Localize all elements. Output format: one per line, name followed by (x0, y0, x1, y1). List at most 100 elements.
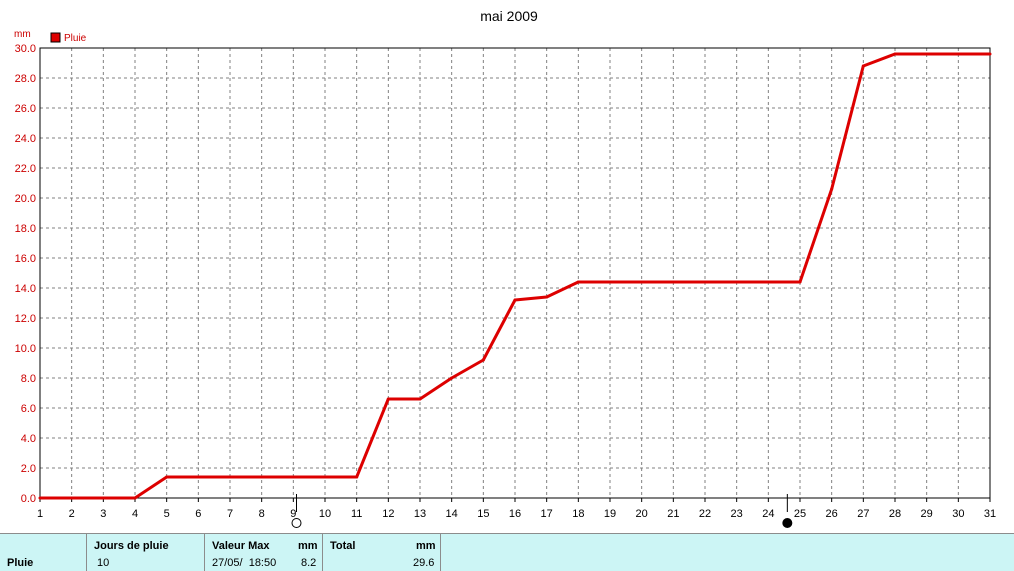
x-tick-label: 13 (414, 508, 426, 520)
data-point (545, 295, 549, 299)
data-point (513, 298, 517, 302)
data-point (861, 64, 865, 68)
data-point (830, 187, 834, 191)
data-point (576, 280, 580, 284)
data-point (703, 280, 707, 284)
y-axis: 0.0 2.0 4.0 6.0 8.0 10.0 12.0 14.0 16.0 18.0 20.0 2… (15, 43, 36, 505)
x-tick-label: 15 (477, 508, 489, 520)
max-value-unit: mm (298, 540, 318, 552)
x-tick-label: 8 (259, 508, 265, 520)
data-point (260, 475, 264, 479)
x-tick-label: 20 (636, 508, 648, 520)
y-tick-label: 10.0 (15, 343, 36, 355)
data-point (228, 475, 232, 479)
x-axis: 1 2 3 4 5 6 7 8 9 10 11 12 13 14 15 16 17 18 19 20 21 22 23 24 2… (37, 498, 996, 520)
data-point (165, 475, 169, 479)
summary-row-label-cell: Pluie (0, 534, 87, 571)
x-tick-label: 27 (857, 508, 869, 520)
data-point (766, 280, 770, 284)
legend-label: Pluie (64, 33, 87, 44)
y-tick-label: 26.0 (15, 103, 36, 115)
data-point (450, 376, 454, 380)
x-tick-label: 30 (952, 508, 964, 520)
max-value-cell: Valeur Max mm 27/05/ 18:50 8.2 (205, 534, 323, 571)
total-unit: mm (416, 540, 436, 552)
total-cell: Total mm 29.6 (323, 534, 441, 571)
x-tick-label: 1 (37, 508, 43, 520)
x-tick-label: 19 (604, 508, 616, 520)
x-tick-label: 23 (731, 508, 743, 520)
x-tick-label: 14 (446, 508, 458, 520)
summary-row-label: Pluie (7, 557, 34, 569)
x-tick-label: 10 (319, 508, 331, 520)
data-point (608, 280, 612, 284)
max-value-value: 8.2 (301, 557, 317, 569)
y-tick-label: 20.0 (15, 193, 36, 205)
data-point (640, 280, 644, 284)
x-tick-label: 7 (227, 508, 233, 520)
max-value-date: 27/05/ 18:50 (212, 557, 277, 569)
y-tick-label: 30.0 (15, 43, 36, 55)
y-tick-label: 22.0 (15, 163, 36, 175)
x-tick-label: 4 (132, 508, 138, 520)
data-point (481, 358, 485, 362)
x-tick-label: 17 (541, 508, 553, 520)
data-point (988, 52, 992, 56)
y-tick-label: 28.0 (15, 73, 36, 85)
x-tick-label: 25 (794, 508, 806, 520)
y-tick-label: 6.0 (21, 403, 36, 415)
data-point (101, 496, 105, 500)
y-tick-label: 12.0 (15, 313, 36, 325)
summary-panel: Pluie Jours de pluie 10 Valeur Max mm 27… (0, 533, 1014, 571)
data-point (70, 496, 74, 500)
x-tick-label: 12 (382, 508, 394, 520)
x-tick-label: 28 (889, 508, 901, 520)
rain-chart: mai 2009 mm Pluie 0.0 2.0 4.0 6.0 8.0 10.0 12.… (14, 8, 996, 528)
x-tick-label: 3 (100, 508, 106, 520)
x-tick-label: 5 (164, 508, 170, 520)
y-tick-label: 4.0 (21, 433, 36, 445)
legend-swatch (50, 32, 61, 43)
x-tick-label: 21 (667, 508, 679, 520)
data-point (798, 280, 802, 284)
data-point (323, 475, 327, 479)
x-tick-label: 11 (351, 508, 362, 520)
y-tick-label: 16.0 (15, 253, 36, 265)
y-tick-label: 8.0 (21, 373, 36, 385)
data-point (291, 475, 295, 479)
x-tick-label: 26 (826, 508, 838, 520)
x-tick-label: 29 (921, 508, 933, 520)
y-tick-label: 2.0 (21, 463, 36, 475)
total-header: Total (330, 540, 356, 552)
x-tick-label: 22 (699, 508, 711, 520)
x-tick-label: 16 (509, 508, 521, 520)
data-point (418, 397, 422, 401)
moon-phases (291, 494, 793, 528)
x-tick-label: 24 (762, 508, 774, 520)
total-value: 29.6 (413, 557, 435, 569)
y-tick-label: 24.0 (15, 133, 36, 145)
full-moon-icon (291, 518, 302, 528)
data-point (355, 475, 359, 479)
x-tick-label: 9 (290, 508, 296, 520)
data-point (196, 475, 200, 479)
chart-title: mai 2009 (480, 8, 538, 24)
data-point (386, 397, 390, 401)
x-tick-label: 2 (69, 508, 75, 520)
x-tick-label: 18 (572, 508, 584, 520)
max-value-header: Valeur Max (212, 540, 270, 552)
data-point (38, 496, 42, 500)
data-point (735, 280, 739, 284)
x-tick-label: 31 (984, 508, 996, 520)
grid (40, 48, 990, 498)
x-tick-label: 6 (195, 508, 201, 520)
rain-days-value: 10 (97, 557, 110, 569)
new-moon-icon (782, 518, 793, 528)
data-point (893, 52, 897, 56)
y-tick-label: 18.0 (15, 223, 36, 235)
rain-days-header: Jours de pluie (94, 540, 169, 552)
data-point (671, 280, 675, 284)
data-point (133, 496, 137, 500)
data-point (925, 52, 929, 56)
y-axis-unit: mm (14, 29, 31, 40)
